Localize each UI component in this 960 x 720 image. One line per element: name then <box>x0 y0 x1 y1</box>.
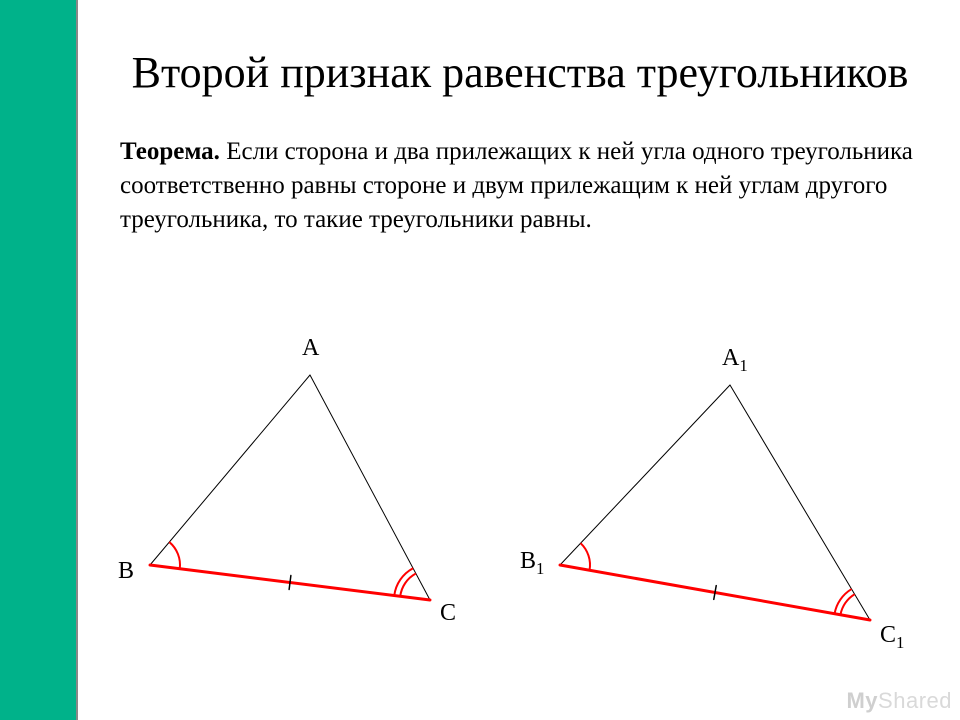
vertex-label-C1: C1 <box>880 622 904 653</box>
vertex-label-B1-sub: 1 <box>536 559 544 578</box>
vertex-label-C1-main: C <box>880 622 896 648</box>
theorem-lead: Теорема. <box>120 138 220 165</box>
theorem-text: Теорема. Если сторона и два прилежащих к… <box>80 120 960 236</box>
triangles-svg <box>80 330 960 700</box>
slide-content: Второй признак равенства треугольников Т… <box>80 0 960 720</box>
vertex-label-C: C <box>440 600 456 627</box>
vertex-label-A1: A1 <box>722 345 748 376</box>
vertex-label-B1: B1 <box>520 548 544 579</box>
diagram-area: A B C A1 B1 C1 <box>80 330 960 700</box>
vertex-label-B: B <box>118 558 134 585</box>
vertex-label-A: A <box>302 335 319 362</box>
watermark-left: My <box>846 688 878 713</box>
vertex-label-A1-sub: 1 <box>739 356 747 375</box>
vertex-label-C1-sub: 1 <box>896 633 904 652</box>
vertex-label-B1-main: B <box>520 548 536 574</box>
slide-title: Второй признак равенства треугольников <box>80 0 960 120</box>
sidebar-accent <box>0 0 78 720</box>
watermark: MyShared <box>846 688 952 714</box>
vertex-label-A1-main: A <box>722 345 739 371</box>
watermark-right: Shared <box>878 688 952 713</box>
theorem-body: Если сторона и два прилежащих к ней угла… <box>120 138 913 233</box>
